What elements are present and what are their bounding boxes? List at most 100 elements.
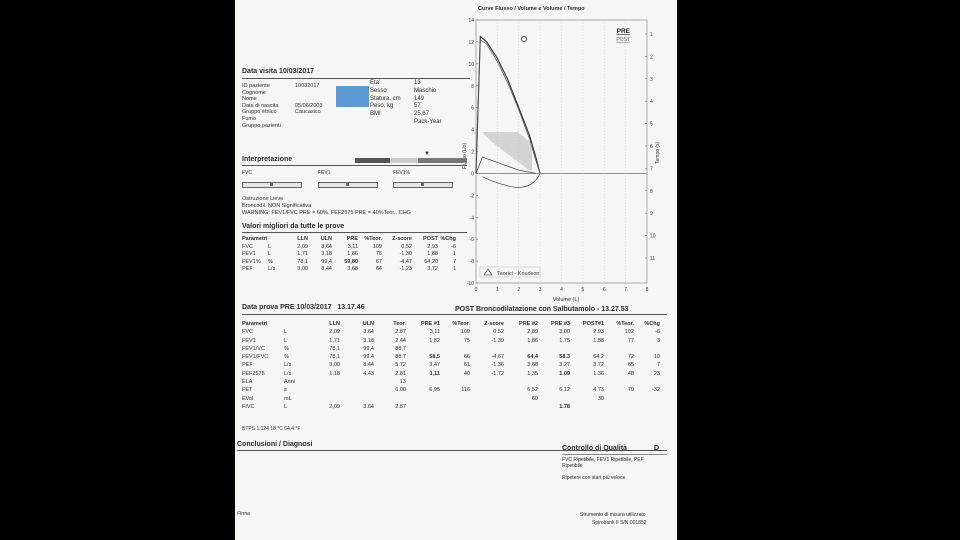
best-cell: PEF [242,266,253,273]
x-tick: 3 [539,287,542,293]
y-right-tick: 11 [650,256,655,262]
legend-pre: PRE [617,28,631,35]
trial-cell [634,378,660,386]
visit-field-label: Cognome [242,89,266,96]
y-left-axis-label: Flusso (L/s) [462,143,468,169]
visit-field-label: BMI [370,111,381,118]
trial-cell [340,378,374,386]
trial-header-cell: %Chg [644,321,660,327]
trial-cell: L [284,403,288,410]
trial-cell: FVC [242,329,253,336]
best-cell: FEV1% [242,258,261,265]
visit-field-value: 10032017 [295,83,320,89]
trial-cell: 3.64 [363,403,374,410]
interp-divider [242,165,467,166]
y-right-tick: 4 [650,99,653,105]
best-cell: 67 [375,258,382,265]
best-title: Valori migliori da tutte le prove [242,223,345,230]
visit-field-value: 13 [414,80,421,86]
trial-cell: 1,82 [429,337,440,344]
trial-header-cell: ULN [362,321,374,327]
best-cell: 1 [452,266,456,273]
visit-title: Data visita 10/03/2017 [242,68,314,75]
trial-cell: 10 [653,354,660,361]
trial-cell: 78,1 [329,354,340,361]
best-cell: 3,11 [347,243,358,250]
trial-cell: 1.88 [593,337,604,344]
best-row: FEV1%% 78,1 99,4 59,80 67 -4,47 64,20 7 [242,259,456,267]
trial-header-cell: %Teor. [616,321,634,327]
best-cell: 64 [375,266,382,273]
trial-cell: 109 [460,329,470,336]
trial-cell [406,378,440,386]
y-right-tick: 6 [650,144,653,150]
instrument-name: Spirobank II S/N 001852 [592,520,647,526]
trial-left-title: Data prova PRE 10/03/2017 13.17.46 [242,304,365,311]
trial-header-cell: PRE #1 [421,321,440,327]
best-cell: FVC [242,243,253,250]
trial-cell [374,395,406,403]
best-values-table: Parametri LLN ULN PRE %Teor. Z-score POST %Chg F… [242,236,456,274]
trial-cell: s [284,387,287,394]
instrument-label: Strumento di misura utilizzato [580,512,646,518]
interp-title: Interpretazione [242,156,293,163]
visit-field-label: Peso, kg [370,103,394,110]
visit-divider [242,78,470,79]
pef-marker [520,35,528,43]
trial-cell: 72 [627,354,634,361]
best-header-cell [268,236,284,244]
y-right-tick: 2 [650,54,653,60]
interp-bar-marker [270,182,273,186]
trial-cell: -6 [655,329,660,336]
trial-cell: -1.36 [491,362,504,369]
series-line-2 [475,156,536,174]
signature-label: Firma [237,511,250,517]
trial-cell [406,403,440,411]
theory-legend-label: Teorici - Knudson [497,271,540,277]
trial-cell: -4,67 [491,354,504,361]
trial-cell [538,345,570,353]
trial-cell [306,378,340,386]
trial-cell: 3.18 [363,337,374,344]
best-row: PEF L/s 3,00 8,44 3,68 64 -1,23 3,72 1 [242,266,456,274]
best-row: FVC L 2,09 3,64 3,11 109 0,52 2,93 -6 [242,244,456,252]
trial-cell [440,403,470,411]
trial-cell [570,345,604,353]
y-right-tick: 10 [650,234,656,240]
best-cell: 3,68 [347,266,358,273]
trial-cell: L [284,337,288,344]
interp-bar-marker [421,182,424,186]
trial-cell: 1,86 [527,337,538,344]
trial-cell: 64,4 [527,354,538,361]
quality-line2: Ripetibile [562,463,583,469]
trial-cell [470,378,504,386]
trial-cell: 2.44 [395,337,406,344]
trial-cell [604,395,634,403]
y-left-tick: 8 [471,84,474,90]
y-right-tick: 3 [650,77,653,83]
trial-cell: 1.75 [559,337,570,344]
best-cell: -1,30 [399,251,412,258]
interp-bar-marker [346,182,349,186]
trial-cell [306,395,340,403]
best-cell: 7 [452,258,456,265]
best-cell: 99,4 [321,258,332,265]
best-cell: 76 [375,251,382,258]
trial-cell [538,395,570,403]
visit-field-value: Caucasico [295,109,321,116]
best-cell: 78,1 [297,258,308,265]
best-cell: 64,20 [424,258,438,265]
trial-row: FIVC L 2,09 3.64 2.87 1.78 [242,403,660,411]
quality-divider [562,454,667,455]
best-header-cell: ULN [320,236,332,242]
trial-cell: 3.72 [593,362,604,369]
trial-time: 13.17.46 [337,304,365,311]
trial-cell: 3,47 [429,362,440,369]
y-left-tick: 12 [468,40,474,46]
redacted-name [336,86,369,107]
x-tick: 8 [646,287,649,293]
trial-header-cell [284,320,306,328]
best-cell: -1,23 [399,266,412,273]
y-left-tick: 2 [471,150,474,156]
best-cell: 1 [452,251,456,258]
